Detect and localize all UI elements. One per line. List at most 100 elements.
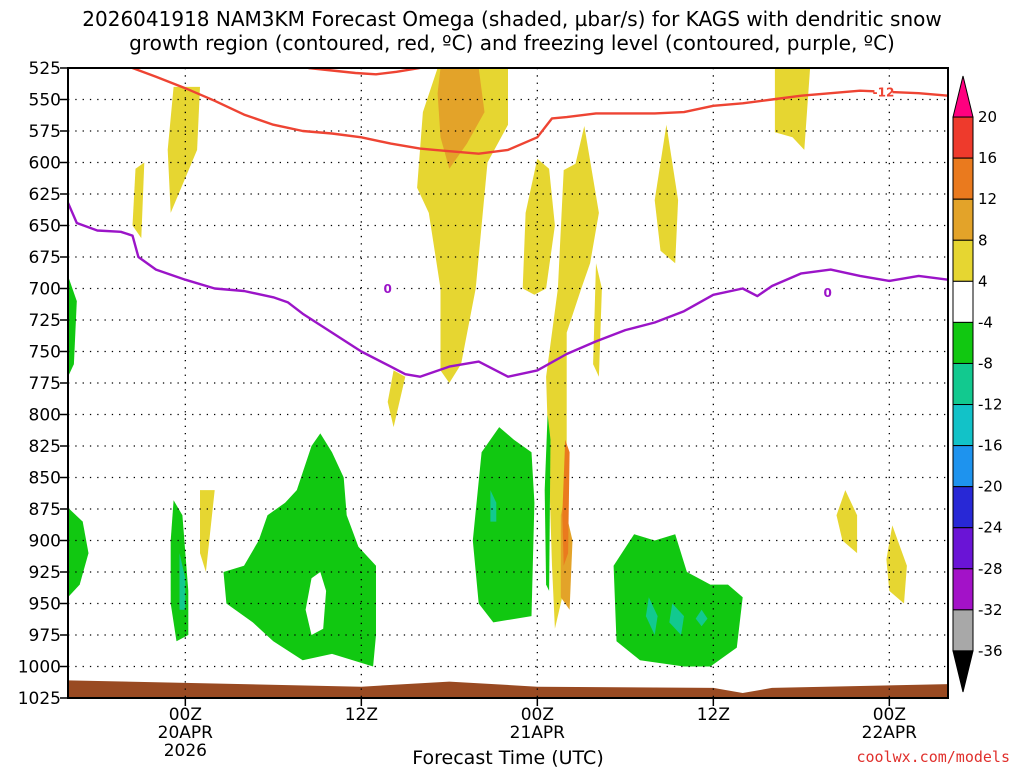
y-tick-label-1000: 1000 <box>18 658 61 678</box>
colorbar-label-5: -4 <box>978 313 993 331</box>
x-tick-label-6-0: 12Z <box>345 705 378 725</box>
omega-region-26 <box>695 609 708 627</box>
omega-region-14 <box>562 439 570 566</box>
colorbar-label-6: -8 <box>978 354 993 372</box>
credit-text: coolwx.com/models <box>856 748 1010 766</box>
colorbar-swatch-2 <box>952 157 974 200</box>
plot-inner: -12 0 0 <box>68 68 948 698</box>
colorbar-swatch-10 <box>952 486 974 529</box>
colorbar-swatch-6 <box>952 321 974 364</box>
omega-region-9 <box>200 490 215 572</box>
colorbar-label-1: 16 <box>978 149 997 167</box>
x-tick-label-12-1: 21APR <box>510 723 566 743</box>
y-tick-label-900: 900 <box>29 532 61 552</box>
y-tick-label-1025: 1025 <box>18 689 61 709</box>
y-tick-label-600: 600 <box>29 154 61 174</box>
x-tick-label-24-1: 22APR <box>862 723 918 743</box>
omega-region-20 <box>544 414 551 591</box>
colorbar-label-11: -28 <box>978 560 1003 578</box>
omega-region-7 <box>774 68 811 150</box>
terrain-ground <box>68 680 948 698</box>
colorbar-label-9: -20 <box>978 478 1003 496</box>
omega-region-19 <box>472 427 535 623</box>
colorbar-swatch-14 <box>952 650 974 693</box>
omega-region-4 <box>546 126 599 629</box>
y-tick-label-725: 725 <box>29 311 61 331</box>
y-tick-label-850: 850 <box>29 469 61 489</box>
y-tick-label-950: 950 <box>29 595 61 615</box>
omega-region-0 <box>132 162 145 239</box>
omega-region-22 <box>179 553 186 610</box>
contour-label-2-0: 0 <box>384 282 392 296</box>
y-tick-label-625: 625 <box>29 185 61 205</box>
colorbar-label-3: 8 <box>978 231 988 249</box>
omega-region-23 <box>490 490 497 522</box>
x-tick-label-18-0: 12Z <box>697 705 730 725</box>
contour-label-bg-2-1 <box>818 285 837 300</box>
omega-region-21 <box>613 534 743 667</box>
y-tick-label-925: 925 <box>29 563 61 583</box>
colorbar-label-12: -32 <box>978 601 1003 619</box>
y-tick-label-750: 750 <box>29 343 61 363</box>
y-tick-label-700: 700 <box>29 280 61 300</box>
chart-title: 2026041918 NAM3KM Forecast Omega (shaded… <box>82 7 941 31</box>
omega-region-3 <box>522 158 555 295</box>
y-tick-label-800: 800 <box>29 406 61 426</box>
colorbar-swatch-7 <box>952 362 974 406</box>
omega-region-16 <box>68 275 77 377</box>
omega-region-1 <box>167 86 200 213</box>
colorbar-label-7: -12 <box>978 396 1003 414</box>
y-tick-label-825: 825 <box>29 437 61 457</box>
y-tick-label-775: 775 <box>29 374 61 394</box>
colorbar-label-10: -24 <box>978 519 1003 537</box>
contour-line-1 <box>308 68 421 76</box>
omega-region-15 <box>68 507 89 598</box>
colorbar-swatch-8 <box>952 404 974 447</box>
plot-area: -12 0 0 <box>68 68 948 698</box>
x-tick-label-12-0: 00Z <box>521 705 554 725</box>
colorbar-label-0: 20 <box>978 108 997 126</box>
contour-line-0 <box>132 68 948 155</box>
colorbar-label-4: 4 <box>978 272 988 290</box>
contour-line-2 <box>68 202 948 378</box>
axes: 525 550 575 600 625 650 675 700 725 750 775 800 825 8… <box>18 59 949 761</box>
contour-label-2-1: 0 <box>824 286 832 300</box>
colorbar-swatch-3 <box>952 198 974 241</box>
y-tick-label-550: 550 <box>29 91 61 111</box>
y-tick-label-675: 675 <box>29 248 61 268</box>
omega-region-8 <box>387 370 406 428</box>
colorbar-swatch-13 <box>952 609 974 652</box>
chart-subtitle: growth region (contoured, red, ºC) and f… <box>129 31 895 55</box>
colorbar-swatch-0 <box>952 75 974 118</box>
colorbar-swatch-5 <box>952 280 974 323</box>
omega-region-6 <box>654 124 679 264</box>
colorbar-label-8: -16 <box>978 437 1003 455</box>
omega-region-10 <box>836 490 858 554</box>
omega-region-5 <box>593 263 602 377</box>
y-tick-label-650: 650 <box>29 217 61 237</box>
y-tick-label-975: 975 <box>29 626 61 646</box>
contour-label-bg-2-0 <box>378 281 397 296</box>
omega-region-12 <box>437 68 485 169</box>
colorbar-swatch-12 <box>952 568 974 611</box>
omega-region-27 <box>305 572 327 635</box>
colorbar-swatch-9 <box>952 445 974 488</box>
x-tick-label-0-2: 2026 <box>164 741 207 761</box>
y-tick-label-875: 875 <box>29 500 61 520</box>
omega-region-24 <box>645 597 658 635</box>
colorbar-swatch-1 <box>952 116 974 159</box>
colorbar-label-13: -36 <box>978 642 1003 660</box>
y-tick-label-525: 525 <box>29 59 61 79</box>
y-tick-label-575: 575 <box>29 122 61 142</box>
x-tick-label-0-1: 20APR <box>158 723 214 743</box>
contour-label-bg-0-0 <box>874 84 893 99</box>
contour-label-0-0: -12 <box>873 85 895 99</box>
x-tick-label-24-0: 00Z <box>873 705 906 725</box>
colorbar-label-2: 12 <box>978 190 997 208</box>
x-axis-label: Forecast Time (UTC) <box>412 747 603 768</box>
omega-region-25 <box>669 603 684 635</box>
omega-region-18 <box>223 433 376 667</box>
colorbar: 20 16 12 8 4 -4 -8 -12 -16 -20 -24 -28 -32 -36 <box>952 75 1003 693</box>
omega-region-11 <box>886 525 907 604</box>
